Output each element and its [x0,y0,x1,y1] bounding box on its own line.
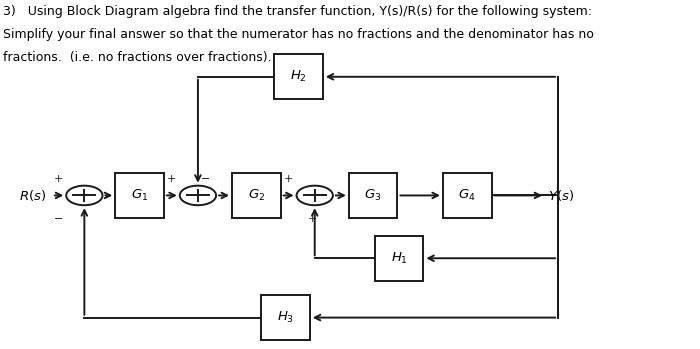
Text: $R(s)$: $R(s)$ [20,188,47,203]
Text: Simplify your final answer so that the numerator has no fractions and the denomi: Simplify your final answer so that the n… [4,28,594,41]
Bar [232,173,281,218]
Text: $H_2$: $H_2$ [290,69,307,84]
Text: +: + [308,214,318,224]
Text: $H_1$: $H_1$ [391,251,407,266]
Text: $G_4$: $G_4$ [458,188,476,203]
Text: $G_3$: $G_3$ [365,188,382,203]
Bar [261,295,310,340]
Text: −: − [54,214,63,224]
Text: +: + [284,174,293,184]
Text: $H_3$: $H_3$ [277,310,294,325]
Text: −: − [201,174,211,184]
Text: $G_1$: $G_1$ [131,188,148,203]
Bar [274,54,323,99]
Bar [374,236,423,281]
Text: fractions.  (i.e. no fractions over fractions).: fractions. (i.e. no fractions over fract… [4,51,272,64]
Text: +: + [167,174,176,184]
Text: $Y(s)$: $Y(s)$ [548,188,575,203]
Bar [349,173,398,218]
Text: 3)   Using Block Diagram algebra find the transfer function, Y(s)/R(s) for the f: 3) Using Block Diagram algebra find the … [4,5,592,18]
Text: $G_2$: $G_2$ [248,188,265,203]
Text: +: + [54,174,63,184]
Bar [443,173,491,218]
Bar [116,173,164,218]
